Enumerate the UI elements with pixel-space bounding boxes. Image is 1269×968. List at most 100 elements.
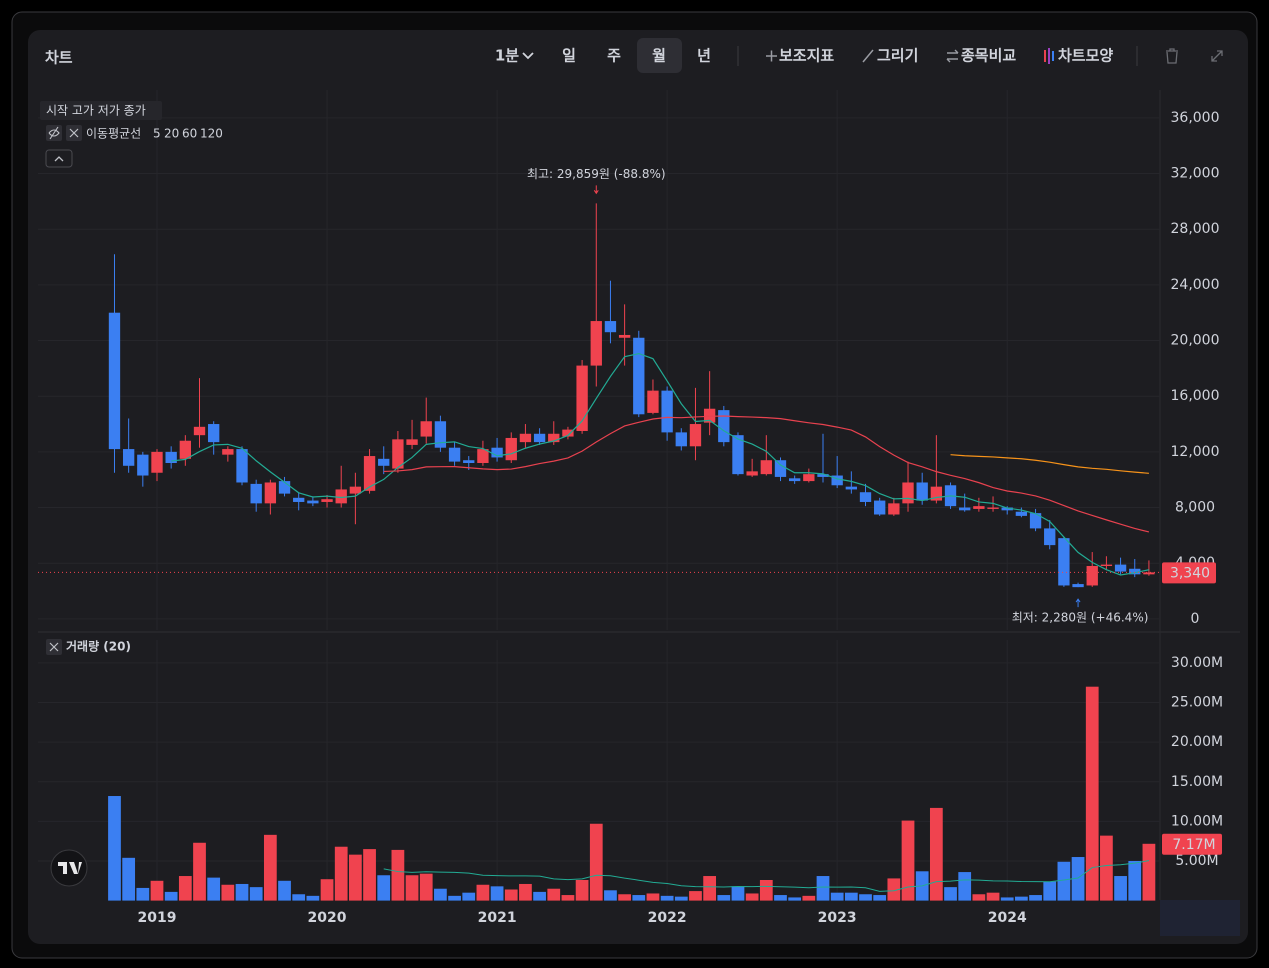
period-button[interactable]: 년 (697, 47, 711, 65)
candle-body (1129, 568, 1141, 575)
volume-bar (363, 849, 376, 901)
candle-body (491, 447, 503, 458)
volume-bar (334, 846, 348, 901)
volume-bar (235, 883, 249, 901)
candle-body (151, 451, 163, 473)
volume-bar (263, 834, 277, 901)
volume-bar (929, 807, 943, 901)
volume-bar (178, 876, 192, 901)
volume-bar (901, 820, 915, 901)
candle-body (448, 447, 461, 462)
candle-body (378, 458, 390, 466)
candle-body (477, 449, 489, 464)
candle-body (137, 454, 149, 476)
grid: 04,0008,00012,00016,00020,00024,00028,00… (38, 90, 1223, 926)
candle-body (363, 456, 376, 491)
volume-bar (1015, 896, 1028, 901)
candle-body (576, 365, 588, 431)
y-tick-label: 0 (1191, 611, 1200, 627)
ma-period: 120 (200, 127, 223, 141)
candle-body (533, 433, 546, 443)
tool-button[interactable]: 종목비교 (961, 47, 1016, 65)
toolbar: 1분 일 주 월 년 보조지표 그리기 종목비교 차트모양 (495, 38, 1223, 73)
interval-button[interactable]: 1분 (495, 47, 519, 65)
ma-legend: 이동평균선 (86, 127, 141, 141)
volume-bar (887, 878, 901, 901)
volume-bar (958, 872, 972, 901)
volume-bar (547, 888, 561, 901)
volume-bar (830, 892, 844, 901)
y-tick-label: 15.00M (1171, 774, 1223, 790)
volume-bar (731, 886, 745, 901)
period-button[interactable]: 일 (562, 47, 576, 65)
volume-bar (278, 880, 291, 901)
volume-bar (1128, 860, 1142, 901)
moving-average (171, 352, 1150, 576)
x-tick-label: 2024 (988, 910, 1027, 926)
volume-bar (674, 896, 688, 901)
close-icon (69, 128, 79, 138)
candle-body (1001, 507, 1013, 511)
candle-body (193, 426, 206, 436)
moving-average (383, 415, 1150, 533)
candle-body (1143, 572, 1155, 575)
volume-bar (207, 877, 221, 901)
volume-bar (221, 884, 235, 901)
collapse-button[interactable] (45, 149, 73, 168)
volume-bar (434, 888, 447, 901)
volume-bar (759, 880, 773, 901)
y-tick-label: 24,000 (1171, 277, 1220, 293)
candle-body (817, 474, 829, 477)
candle-body (1086, 565, 1098, 586)
volume-bar (660, 895, 674, 901)
volume-bar (292, 894, 306, 901)
candle-body (250, 483, 262, 504)
x-tick-label: 2020 (308, 910, 347, 926)
trash-button[interactable] (1166, 48, 1178, 64)
period-button[interactable]: 월 (652, 47, 666, 65)
tv-logo (50, 849, 88, 887)
tool-button[interactable]: 그리기 (877, 47, 918, 65)
candle-body (434, 421, 447, 448)
y-tick-label: 25.00M (1171, 695, 1223, 711)
volume-bar (504, 889, 518, 901)
ma-period: 5 (153, 127, 161, 141)
last-volume-box (1162, 833, 1222, 855)
volume-bar (533, 891, 546, 901)
candle-body (859, 492, 872, 502)
tool-button[interactable]: 보조지표 (779, 47, 834, 65)
candle-body (774, 460, 787, 477)
ohlc-legend: 시작 고가 저가 종가 (46, 104, 146, 118)
expand-button[interactable] (1211, 50, 1223, 62)
y-tick-label: 20.00M (1171, 734, 1223, 750)
close-icon (49, 642, 59, 652)
last-price-box (1162, 562, 1216, 584)
volume-bar (377, 875, 391, 901)
volume-bar (164, 891, 178, 901)
volume-legend: 거래량 (20) (66, 639, 131, 654)
candle-body (179, 440, 192, 459)
volume-bar (575, 880, 589, 901)
candle-body (1100, 564, 1113, 566)
candle-body (1072, 584, 1084, 588)
candle-body (788, 478, 801, 482)
volume-bar (320, 879, 334, 901)
y-tick-label: 8,000 (1175, 500, 1215, 516)
x-tick-label: 2023 (818, 910, 857, 926)
volume-bar (632, 895, 646, 901)
last-volume-label: 7.17M (1172, 837, 1215, 853)
tool-button[interactable]: 차트모양 (1058, 47, 1113, 65)
volume-bar (405, 875, 419, 901)
volume-ma (383, 860, 1149, 892)
moving-average (950, 454, 1149, 474)
volume-bar (193, 842, 206, 901)
volume-bar (816, 876, 830, 901)
candle-body (930, 486, 943, 501)
candle-body (236, 449, 248, 483)
volume-bar (391, 849, 405, 901)
candle-body (293, 497, 305, 502)
candle-body (406, 439, 418, 445)
candle-body (959, 507, 971, 511)
candle-body (349, 486, 362, 494)
period-button[interactable]: 주 (607, 47, 621, 65)
